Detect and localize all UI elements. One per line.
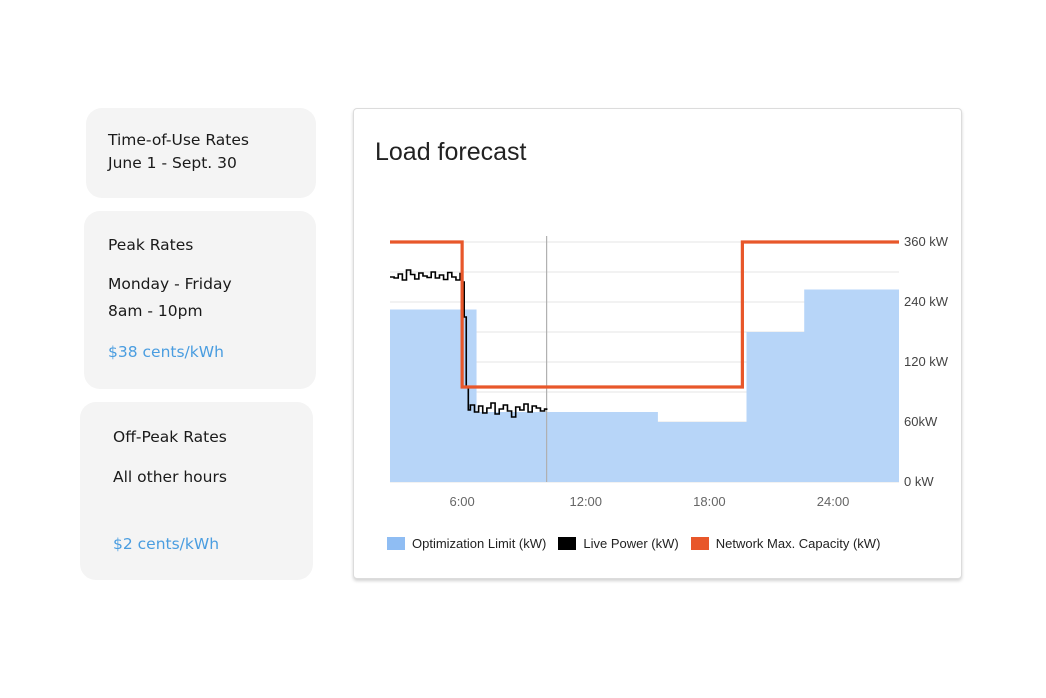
x-tick-label-0: 6:00	[449, 494, 474, 509]
series-optimization-limit-area	[390, 289, 899, 482]
legend-label-network-capacity: Network Max. Capacity (kW)	[715, 536, 881, 551]
x-tick-label-2: 18:00	[693, 494, 726, 509]
peak-rates-title: Peak Rates	[108, 236, 194, 254]
tou-rates-card: Time-of-Use Rates June 1 - Sept. 30	[86, 108, 316, 198]
legend-swatch-live-power	[558, 537, 577, 550]
peak-rates-hours: 8am - 10pm	[108, 302, 203, 320]
y-tick-label-0: 0 kW	[904, 474, 934, 489]
off-peak-rates-hours: All other hours	[113, 468, 227, 486]
chart-title: Load forecast	[375, 138, 527, 166]
legend-label-live-power: Live Power (kW)	[583, 536, 679, 551]
off-peak-rates-card: Off-Peak Rates All other hours $2 cents/…	[80, 402, 313, 580]
tou-rates-dates: June 1 - Sept. 30	[108, 154, 237, 172]
peak-rates-days: Monday - Friday	[108, 275, 232, 293]
y-tick-label-3: 240 kW	[904, 294, 949, 309]
series-network-capacity-line	[390, 240, 899, 389]
legend-swatch-optimization-limit	[387, 537, 405, 550]
x-tick-label-1: 12:00	[569, 494, 602, 509]
peak-rates-price: $38 cents/kWh	[108, 343, 224, 361]
load-forecast-panel: Load forecast 6:00 12:00 18:00 24:00 0 kW 60k…	[353, 108, 962, 579]
legend-item-live-power[interactable]: Live Power (kW)	[558, 536, 679, 551]
peak-rates-card: Peak Rates Monday - Friday 8am - 10pm $3…	[84, 211, 316, 389]
legend-swatch-network-capacity	[690, 537, 709, 550]
off-peak-rates-title: Off-Peak Rates	[113, 428, 227, 446]
x-tick-label-3: 24:00	[817, 494, 850, 509]
legend-item-optimization-limit[interactable]: Optimization Limit (kW)	[387, 536, 546, 551]
y-tick-label-4: 360 kW	[904, 234, 949, 249]
chart-legend: Optimization Limit (kW) Live Power (kW) …	[387, 536, 892, 551]
load-forecast-chart: 6:00 12:00 18:00 24:00 0 kW 60kW 120 kW 240 kW 3…	[390, 234, 949, 509]
legend-label-optimization-limit: Optimization Limit (kW)	[412, 536, 547, 551]
tou-rates-title: Time-of-Use Rates	[108, 131, 249, 149]
legend-item-network-capacity[interactable]: Network Max. Capacity (kW)	[690, 536, 881, 551]
y-tick-label-2: 120 kW	[904, 354, 949, 369]
y-tick-label-1: 60kW	[904, 414, 938, 429]
off-peak-rates-price: $2 cents/kWh	[113, 535, 220, 553]
